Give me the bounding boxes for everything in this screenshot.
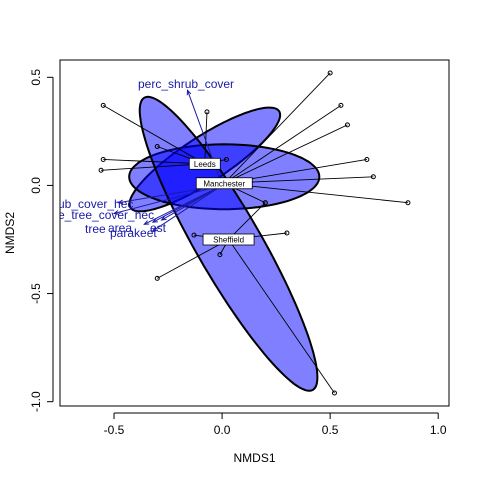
vector-label-2: e_tree_cover_hec bbox=[58, 208, 154, 222]
y-tick-label-0: -1.0 bbox=[29, 391, 43, 412]
site-point-manchester-4 bbox=[370, 174, 376, 180]
spoke-leeds-3 bbox=[103, 159, 205, 165]
vector-label-3: tree bbox=[85, 222, 106, 236]
site-point-manchester-0 bbox=[327, 70, 333, 76]
site-point-leeds-1 bbox=[204, 109, 210, 115]
site-point-sheffield-2 bbox=[191, 232, 197, 238]
spoke-leeds-4 bbox=[101, 163, 205, 171]
spoke-sheffield-1 bbox=[157, 239, 229, 279]
x-tick-label-1: 0.0 bbox=[214, 423, 231, 437]
vector-arrow-2 bbox=[113, 184, 223, 215]
y-tick-label-3: 0.5 bbox=[29, 69, 43, 86]
spoke-leeds-1 bbox=[204, 111, 208, 164]
site-point-sheffield-3 bbox=[284, 230, 290, 236]
y-axis: -1.0 -0.5 0.0 0.5 bbox=[29, 69, 54, 412]
vector-arrowhead-4 bbox=[151, 217, 158, 223]
x-tick-label-3: 1.0 bbox=[430, 423, 447, 437]
vector-arrowhead-0 bbox=[186, 89, 192, 96]
site-point-sheffield-1 bbox=[154, 275, 160, 281]
site-point-leeds-2 bbox=[154, 144, 160, 149]
x-axis: -0.5 0.0 0.5 1.0 bbox=[104, 412, 447, 437]
points-layer bbox=[98, 70, 411, 396]
spoke-sheffield-4 bbox=[228, 202, 266, 240]
spoke-manchester-5 bbox=[224, 182, 408, 204]
city-label-leeds: Leeds bbox=[194, 160, 216, 169]
y-axis-label: NMDS2 bbox=[3, 212, 17, 254]
city-label-box-manchester bbox=[195, 177, 253, 190]
spoke-manchester-0 bbox=[223, 72, 331, 184]
site-point-manchester-2 bbox=[344, 122, 350, 128]
site-point-manchester-5 bbox=[405, 200, 411, 206]
city-label-manchester: Manchester bbox=[203, 179, 245, 188]
x-tick-label-0: -0.5 bbox=[104, 423, 125, 437]
vector-label-4: area bbox=[108, 221, 132, 235]
vector-arrowhead-3 bbox=[143, 220, 150, 225]
vectors-layer bbox=[112, 89, 223, 232]
site-point-manchester-1 bbox=[338, 102, 344, 108]
city-label-box-leeds bbox=[188, 157, 221, 170]
vector-label-1: ub_cover_hec bbox=[58, 197, 133, 211]
site-point-leeds-0 bbox=[100, 102, 106, 108]
site-point-sheffield-5 bbox=[217, 252, 223, 258]
x-tick-label-2: 0.5 bbox=[322, 423, 339, 437]
site-point-sheffield-0 bbox=[331, 390, 337, 396]
vector-labels-layer: perc_shrub_cover ub_cover_hece_tree_cover… bbox=[58, 77, 234, 240]
vector-label-0: perc_shrub_cover bbox=[138, 77, 234, 91]
vector-arrowhead-6 bbox=[160, 215, 167, 221]
spoke-sheffield-0 bbox=[228, 239, 335, 394]
vector-arrowhead-5 bbox=[151, 226, 158, 232]
site-point-leeds-3 bbox=[100, 156, 106, 162]
site-point-leeds-5 bbox=[223, 156, 229, 162]
spoke-manchester-2 bbox=[224, 124, 348, 184]
vector-arrowhead-1 bbox=[117, 199, 124, 205]
plot-frame bbox=[59, 59, 450, 407]
site-point-leeds-4 bbox=[98, 167, 104, 173]
site-point-sheffield-4 bbox=[262, 200, 268, 206]
y-tick-label-2: 0.0 bbox=[29, 177, 43, 194]
spoke-leeds-0 bbox=[102, 105, 206, 165]
spoke-manchester-1 bbox=[223, 105, 342, 184]
vector-arrow-6 bbox=[161, 184, 223, 221]
vector-label-6: est bbox=[150, 221, 167, 235]
city-labels-layer: Leeds Manchester Sheffield bbox=[188, 157, 255, 246]
site-point-manchester-3 bbox=[364, 156, 370, 162]
city-label-box-sheffield bbox=[202, 233, 255, 246]
vector-arrowhead-2 bbox=[112, 210, 120, 215]
city-label-sheffield: Sheffield bbox=[213, 235, 244, 244]
vector-label-5: parakeet bbox=[110, 226, 157, 240]
x-axis-label: NMDS1 bbox=[233, 451, 275, 465]
vector-arrow-5 bbox=[152, 185, 223, 232]
y-tick-label-1: -0.5 bbox=[29, 283, 43, 304]
